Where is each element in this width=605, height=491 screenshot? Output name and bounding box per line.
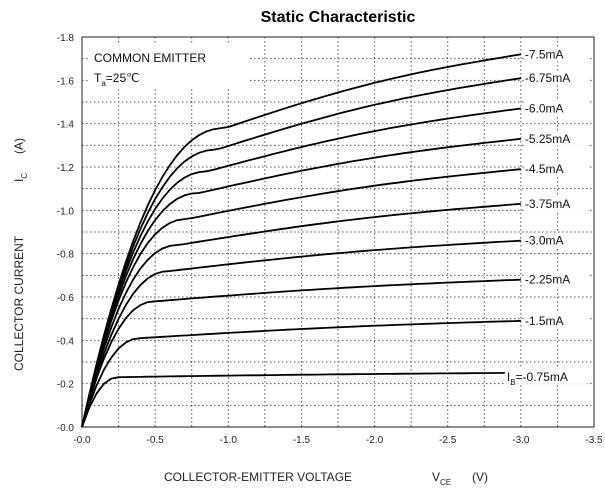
curves — [81, 53, 522, 428]
series-label-bg — [523, 271, 588, 287]
chart-title: Static Characteristic — [261, 9, 416, 26]
x-tick-label: -2.5 — [439, 435, 457, 446]
series-label: -6.75mA — [525, 71, 570, 85]
series-line — [81, 168, 521, 428]
series-label-bg — [523, 232, 588, 248]
x-axis-symbol-main: V — [432, 470, 440, 484]
series-label: -3.75mA — [525, 197, 570, 211]
series-label-bg — [523, 46, 588, 62]
series-label-bg — [523, 70, 588, 86]
y-axis-label-group: COLLECTOR CURRENT IC (A) — [12, 138, 29, 371]
x-tick-label: -1.5 — [293, 435, 311, 446]
x-axis-symbol-sub: CE — [440, 478, 451, 487]
series-line — [81, 107, 522, 428]
series-label: -6.0mA — [525, 102, 564, 116]
series-label: -4.5mA — [525, 162, 564, 176]
x-tick-label: -1.0 — [220, 435, 238, 446]
y-tick-label: -1.6 — [57, 76, 75, 87]
y-axis-symbol-sub: C — [20, 173, 29, 179]
y-tick-label: -0.2 — [57, 380, 75, 391]
y-tick-label: -0.6 — [57, 293, 75, 304]
series-label-bg — [523, 195, 588, 211]
annotation-temp-sub: a — [101, 79, 106, 88]
annotation-common-emitter: COMMON EMITTER — [94, 51, 206, 65]
series-line — [81, 239, 521, 428]
annotation-temp-value: =25℃ — [106, 71, 140, 85]
x-axis-unit: (V) — [472, 470, 488, 484]
series-label-bg — [504, 368, 587, 384]
series-line — [81, 371, 521, 428]
x-tick-label: -2.0 — [366, 435, 384, 446]
series-line — [81, 53, 522, 428]
annotation-box — [88, 45, 248, 89]
series-label: -2.25mA — [525, 273, 570, 287]
annotation-temperature: Ta=25℃ — [94, 71, 140, 88]
series-label-bg — [523, 161, 588, 177]
plot-frame — [81, 36, 595, 428]
series-label: -3.0mA — [525, 234, 564, 248]
series-line — [81, 77, 522, 428]
x-tick-label: -0.0 — [73, 435, 91, 446]
tick-labels: -0.0 -0.5 -1.0 -1.5 -2.0 -2.5 -3.0 -3.5 -0.0 -0.2… — [57, 33, 603, 446]
y-axis-symbol: IC — [12, 173, 29, 182]
series-label: -7.5mA — [525, 47, 564, 61]
series-line — [81, 319, 521, 428]
y-tick-label: -0.0 — [57, 423, 75, 434]
y-tick-label: -0.8 — [57, 250, 75, 261]
y-axis-symbol-main: I — [12, 179, 26, 182]
y-tick-label: -1.0 — [57, 206, 75, 217]
y-tick-label: -1.8 — [57, 33, 75, 44]
y-tick-label: -1.2 — [57, 163, 75, 174]
axes — [81, 36, 595, 428]
series-line — [81, 137, 521, 428]
series-label: -1.5mA — [525, 314, 564, 328]
curve-labels: IB=-0.75mA -1.5mA -2.25mA -3.0mA -3.75mA -4.5… — [504, 46, 588, 387]
y-tick-label: -0.4 — [57, 336, 75, 347]
x-tick-label: -0.5 — [147, 435, 165, 446]
y-axis-label: COLLECTOR CURRENT — [12, 235, 26, 371]
series-label-bg — [523, 130, 588, 146]
series-label: IB=-0.75mA — [507, 370, 568, 387]
x-axis-symbol: VCE — [432, 470, 451, 487]
series-label: -5.25mA — [525, 132, 570, 146]
series-line — [81, 278, 521, 428]
x-tick-label: -3.5 — [585, 435, 603, 446]
annotation-temp-symbol: T — [94, 71, 102, 85]
series-label-bg — [523, 312, 588, 328]
series-line — [81, 202, 521, 428]
y-tick-label: -1.4 — [57, 120, 75, 131]
x-axis-label: COLLECTOR-EMITTER VOLTAGE — [164, 470, 352, 484]
y-axis-unit: (A) — [12, 138, 26, 154]
series-label-bg — [523, 100, 588, 116]
x-tick-label: -3.0 — [512, 435, 530, 446]
